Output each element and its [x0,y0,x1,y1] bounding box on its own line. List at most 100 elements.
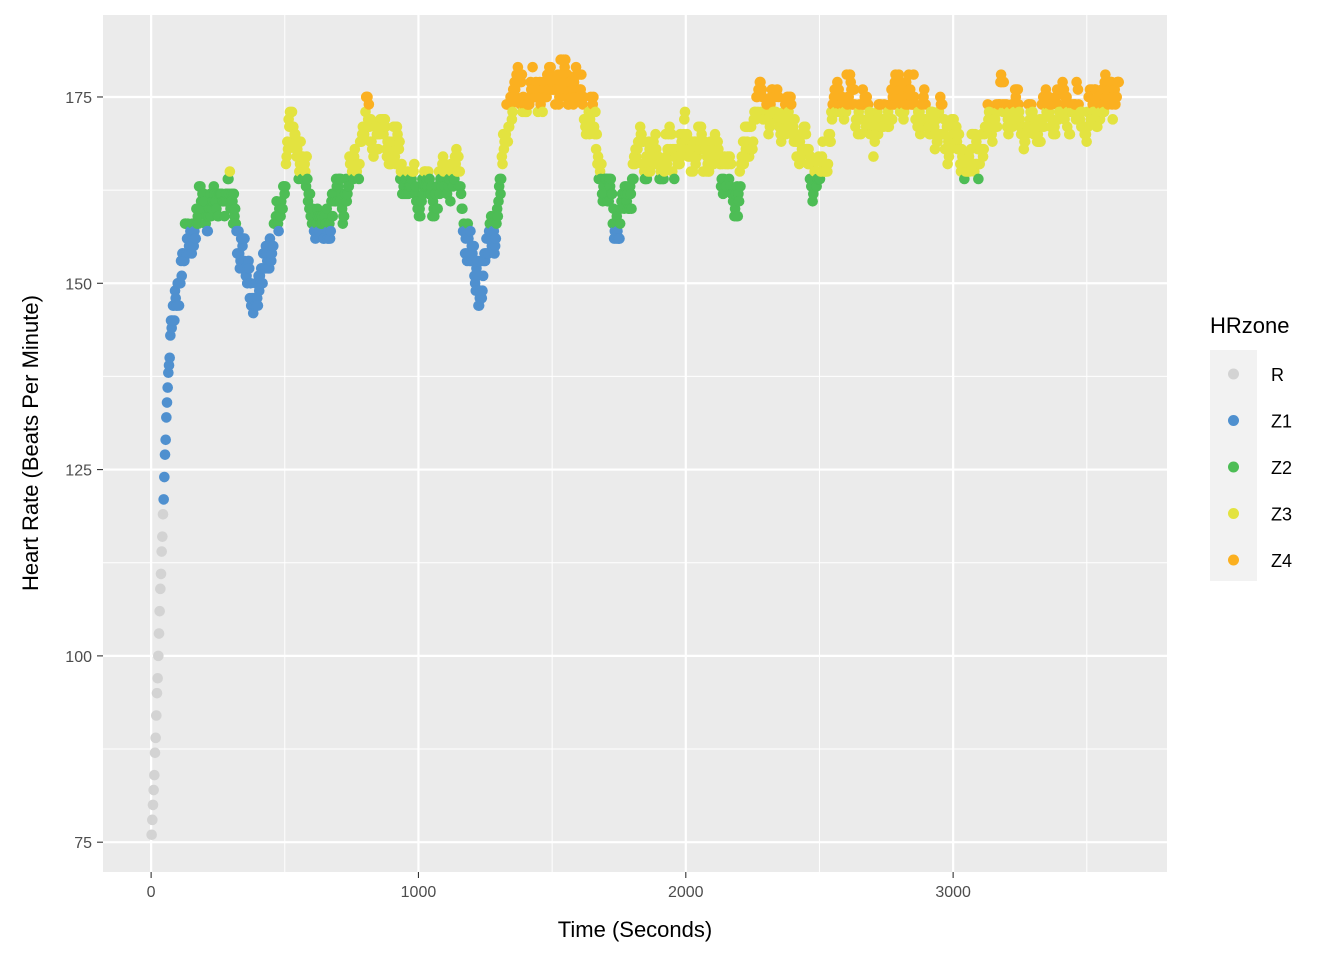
data-point [363,99,375,110]
data-point [151,710,162,721]
data-point [1072,84,1084,95]
y-tick-label: 150 [65,276,92,293]
data-point [918,84,930,95]
data-point [158,494,169,505]
data-point [987,136,998,147]
data-point [492,210,504,222]
data-point [650,128,661,140]
data-point [973,173,984,185]
data-point [477,285,488,297]
data-point [628,173,639,185]
data-point [415,210,426,222]
legend-key-z3 [1228,508,1239,519]
data-point [164,352,176,364]
data-point [537,106,548,118]
data-point [1035,136,1046,147]
x-tick-label: 1000 [401,884,437,901]
data-point [295,136,306,147]
data-point [162,382,173,393]
data-point [477,270,489,282]
data-point [152,672,163,684]
data-point [273,225,284,237]
data-point [991,121,1003,133]
data-point [495,188,506,200]
data-point [252,300,264,311]
y-tick-label: 175 [65,90,92,107]
y-tick-label: 125 [65,463,92,480]
data-point [190,233,202,244]
data-point [457,203,468,215]
data-point [606,188,618,200]
data-point [1111,91,1123,103]
data-point [785,99,797,110]
data-point [160,434,171,446]
data-point [868,151,879,162]
y-tick-label: 100 [65,649,92,666]
data-point [349,143,361,155]
data-point [920,99,931,110]
data-point [590,106,601,118]
legend-label-r: R [1271,365,1284,385]
data-point [614,218,626,229]
data-point [146,829,157,841]
data-point [1064,128,1076,140]
y-axis: 75 100 125 150 175 [65,90,103,852]
legend-label-z1: Z1 [1271,412,1292,432]
data-point [169,315,180,326]
data-point [410,181,421,192]
data-point [679,106,691,118]
data-point [822,158,834,170]
data-point [668,173,680,185]
data-points [146,54,1125,841]
data-point [267,240,279,252]
data-point [353,173,365,185]
data-point [732,210,744,222]
data-point [1107,114,1119,125]
data-point [908,69,919,80]
data-point [159,471,170,483]
data-point [150,732,161,744]
x-tick-label: 0 [147,884,156,901]
data-point [578,91,589,103]
data-point [148,784,159,796]
legend-title: HRzone [1210,313,1289,338]
data-point [764,121,776,133]
data-point [453,151,464,162]
data-point [937,99,948,110]
data-point [468,240,480,252]
legend-label-z4: Z4 [1271,551,1292,571]
data-point [173,300,185,311]
data-point [154,605,165,617]
data-point [432,203,444,215]
data-point [224,166,236,177]
data-point [527,61,538,73]
x-tick-label: 3000 [935,884,971,901]
data-point [155,583,166,595]
data-point [605,173,617,185]
x-axis: 0 1000 2000 3000 [147,872,971,901]
data-point [290,128,301,140]
legend: HRzone R Z1 Z2 Z3 Z4 [1210,313,1292,581]
data-point [149,769,160,781]
legend-label-z3: Z3 [1271,505,1292,525]
data-point [157,531,168,542]
data-point [327,210,339,222]
data-point [626,203,637,215]
data-point [277,203,288,215]
data-point [394,136,405,147]
data-point [243,263,255,274]
data-point [591,128,603,140]
data-point [495,173,507,185]
data-point [497,158,508,170]
data-point [560,54,571,66]
data-point [1113,76,1125,88]
data-point [733,196,745,207]
data-point [155,568,167,580]
data-point [545,61,556,73]
data-point [490,233,502,244]
data-point [409,158,420,170]
data-point [229,203,241,215]
data-point [147,799,159,811]
data-point [354,158,365,170]
